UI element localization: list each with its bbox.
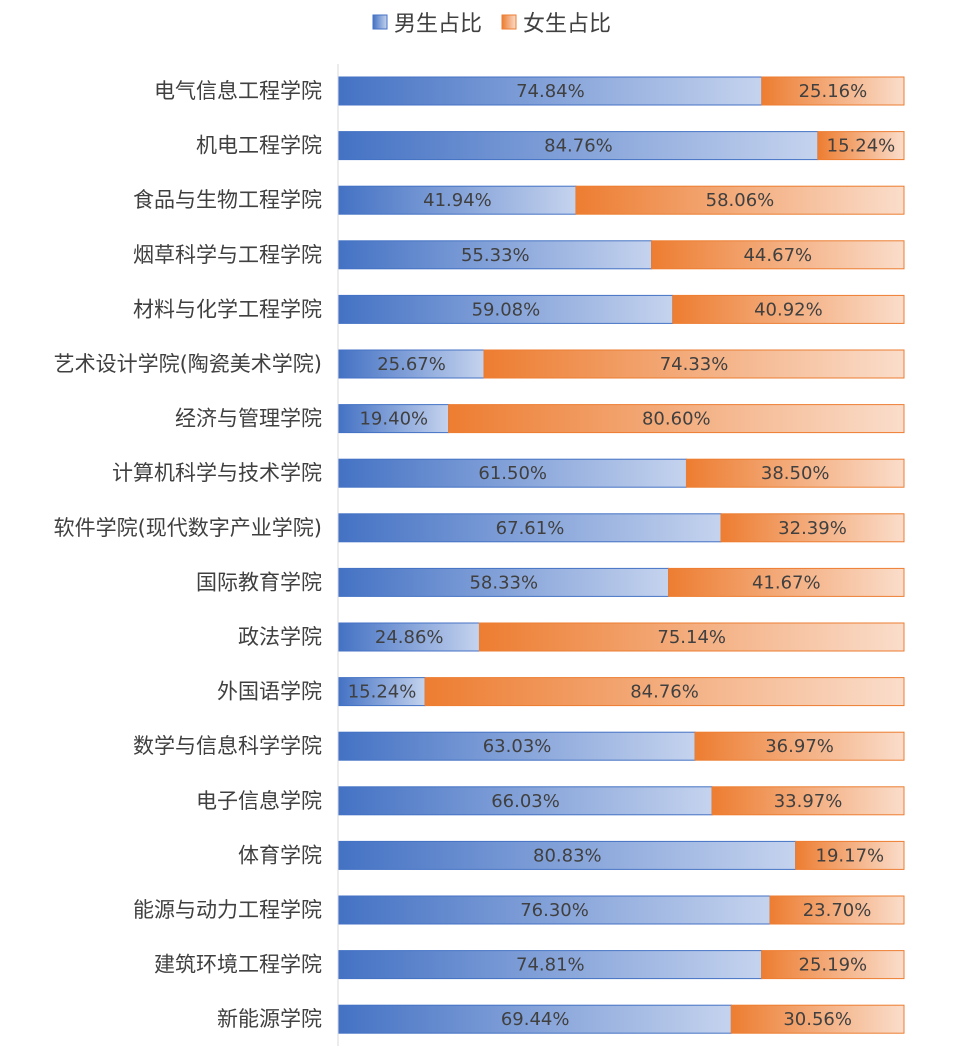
- bar-female: [651, 240, 905, 270]
- data-label-male: 74.81%: [516, 955, 585, 976]
- bar-female: [483, 349, 905, 379]
- category-label: 电子信息学院: [196, 789, 322, 813]
- category-label: 外国语学院: [217, 680, 322, 704]
- bar-female: [711, 786, 905, 816]
- category-label: 能源与动力工程学院: [133, 898, 322, 922]
- data-label-male: 59.08%: [472, 299, 541, 320]
- category-label: 国际教育学院: [196, 570, 322, 594]
- category-label: 艺术设计学院(陶瓷美术学院): [54, 352, 322, 376]
- bar-male: [338, 404, 450, 434]
- legend-label-female: 女生占比: [523, 12, 611, 37]
- data-label-male: 76.30%: [520, 900, 589, 921]
- legend-swatch-male: [372, 14, 388, 30]
- category-label: 软件学院(现代数字产业学院): [54, 516, 322, 540]
- bar-female: [685, 458, 905, 488]
- data-label-male: 66.03%: [491, 791, 560, 812]
- bar-female: [817, 131, 905, 161]
- legend-label-male: 男生占比: [394, 12, 482, 37]
- data-label-male: 74.84%: [516, 81, 585, 102]
- data-label-male: 69.44%: [501, 1009, 570, 1030]
- data-label-male: 19.40%: [359, 409, 428, 430]
- bar-male: [338, 677, 426, 707]
- category-label: 烟草科学与工程学院: [133, 243, 322, 267]
- data-label-male: 41.94%: [423, 190, 492, 211]
- category-label: 电气信息工程学院: [154, 79, 322, 103]
- bar-female: [761, 950, 905, 980]
- data-label-female: 41.67%: [752, 572, 821, 593]
- category-label: 建筑环境工程学院: [154, 953, 322, 977]
- data-label-female: 58.06%: [706, 190, 775, 211]
- data-label-female: 74.33%: [660, 354, 729, 375]
- category-labels: 电气信息工程学院机电工程学院食品与生物工程学院烟草科学与工程学院材料与化学工程学…: [54, 79, 322, 1031]
- bar-female: [672, 294, 905, 324]
- bar-male: [338, 458, 687, 488]
- category-label: 新能源学院: [217, 1007, 322, 1031]
- data-label-male: 55.33%: [461, 245, 530, 266]
- bar-male: [338, 513, 722, 543]
- data-label-female: 25.19%: [799, 955, 868, 976]
- data-label-male: 58.33%: [469, 572, 538, 593]
- bar-female: [769, 895, 905, 925]
- data-label-male: 25.67%: [377, 354, 446, 375]
- bar-male: [338, 786, 713, 816]
- category-label: 机电工程学院: [196, 134, 322, 158]
- category-label: 食品与生物工程学院: [133, 188, 322, 212]
- category-label: 经济与管理学院: [175, 407, 322, 431]
- data-label-female: 33.97%: [774, 791, 843, 812]
- bar-male: [338, 1004, 732, 1034]
- category-label: 材料与化学工程学院: [133, 297, 322, 321]
- bar-male: [338, 349, 485, 379]
- data-labels: 74.84% 25.16% 84.76% 15.24% 41.94% 58.06% 55.3…: [348, 81, 896, 1030]
- bar-female: [694, 731, 905, 761]
- bar-male: [338, 622, 480, 652]
- category-label: 数学与信息科学学院: [133, 734, 322, 758]
- bar-male: [338, 895, 771, 925]
- data-label-male: 80.83%: [533, 845, 602, 866]
- data-label-female: 15.24%: [827, 136, 896, 157]
- data-label-male: 24.86%: [375, 627, 444, 648]
- data-label-female: 40.92%: [754, 299, 823, 320]
- bar-male: [338, 567, 670, 597]
- data-label-male: 61.50%: [478, 463, 547, 484]
- bar-female: [761, 76, 905, 106]
- data-label-female: 84.76%: [630, 682, 699, 703]
- bar-male: [338, 840, 797, 870]
- bar-female: [720, 513, 905, 543]
- bar-female: [795, 840, 905, 870]
- bar-female: [575, 185, 905, 215]
- bar-female: [448, 404, 905, 434]
- data-label-male: 84.76%: [544, 136, 613, 157]
- category-label: 体育学院: [238, 843, 322, 867]
- legend-swatch-female: [501, 14, 517, 30]
- data-label-female: 23.70%: [803, 900, 872, 921]
- legend: 男生占比 女生占比: [372, 12, 611, 37]
- bar-male: [338, 131, 819, 161]
- bars: [338, 76, 905, 1034]
- data-label-female: 75.14%: [657, 627, 726, 648]
- data-label-female: 32.39%: [778, 518, 847, 539]
- data-label-female: 80.60%: [642, 409, 711, 430]
- data-label-female: 19.17%: [816, 845, 885, 866]
- data-label-female: 30.56%: [783, 1009, 852, 1030]
- data-label-female: 25.16%: [799, 81, 868, 102]
- bar-female: [668, 567, 905, 597]
- bar-female: [478, 622, 905, 652]
- data-label-female: 38.50%: [761, 463, 830, 484]
- bar-male: [338, 950, 763, 980]
- bar-male: [338, 294, 674, 324]
- bar-female: [730, 1004, 905, 1034]
- data-label-male: 63.03%: [483, 736, 552, 757]
- category-label: 计算机科学与技术学院: [112, 461, 322, 485]
- data-label-male: 67.61%: [496, 518, 565, 539]
- data-label-male: 15.24%: [348, 682, 417, 703]
- category-label: 政法学院: [238, 625, 322, 649]
- data-label-female: 36.97%: [765, 736, 834, 757]
- bar-female: [424, 677, 905, 707]
- data-label-female: 44.67%: [743, 245, 812, 266]
